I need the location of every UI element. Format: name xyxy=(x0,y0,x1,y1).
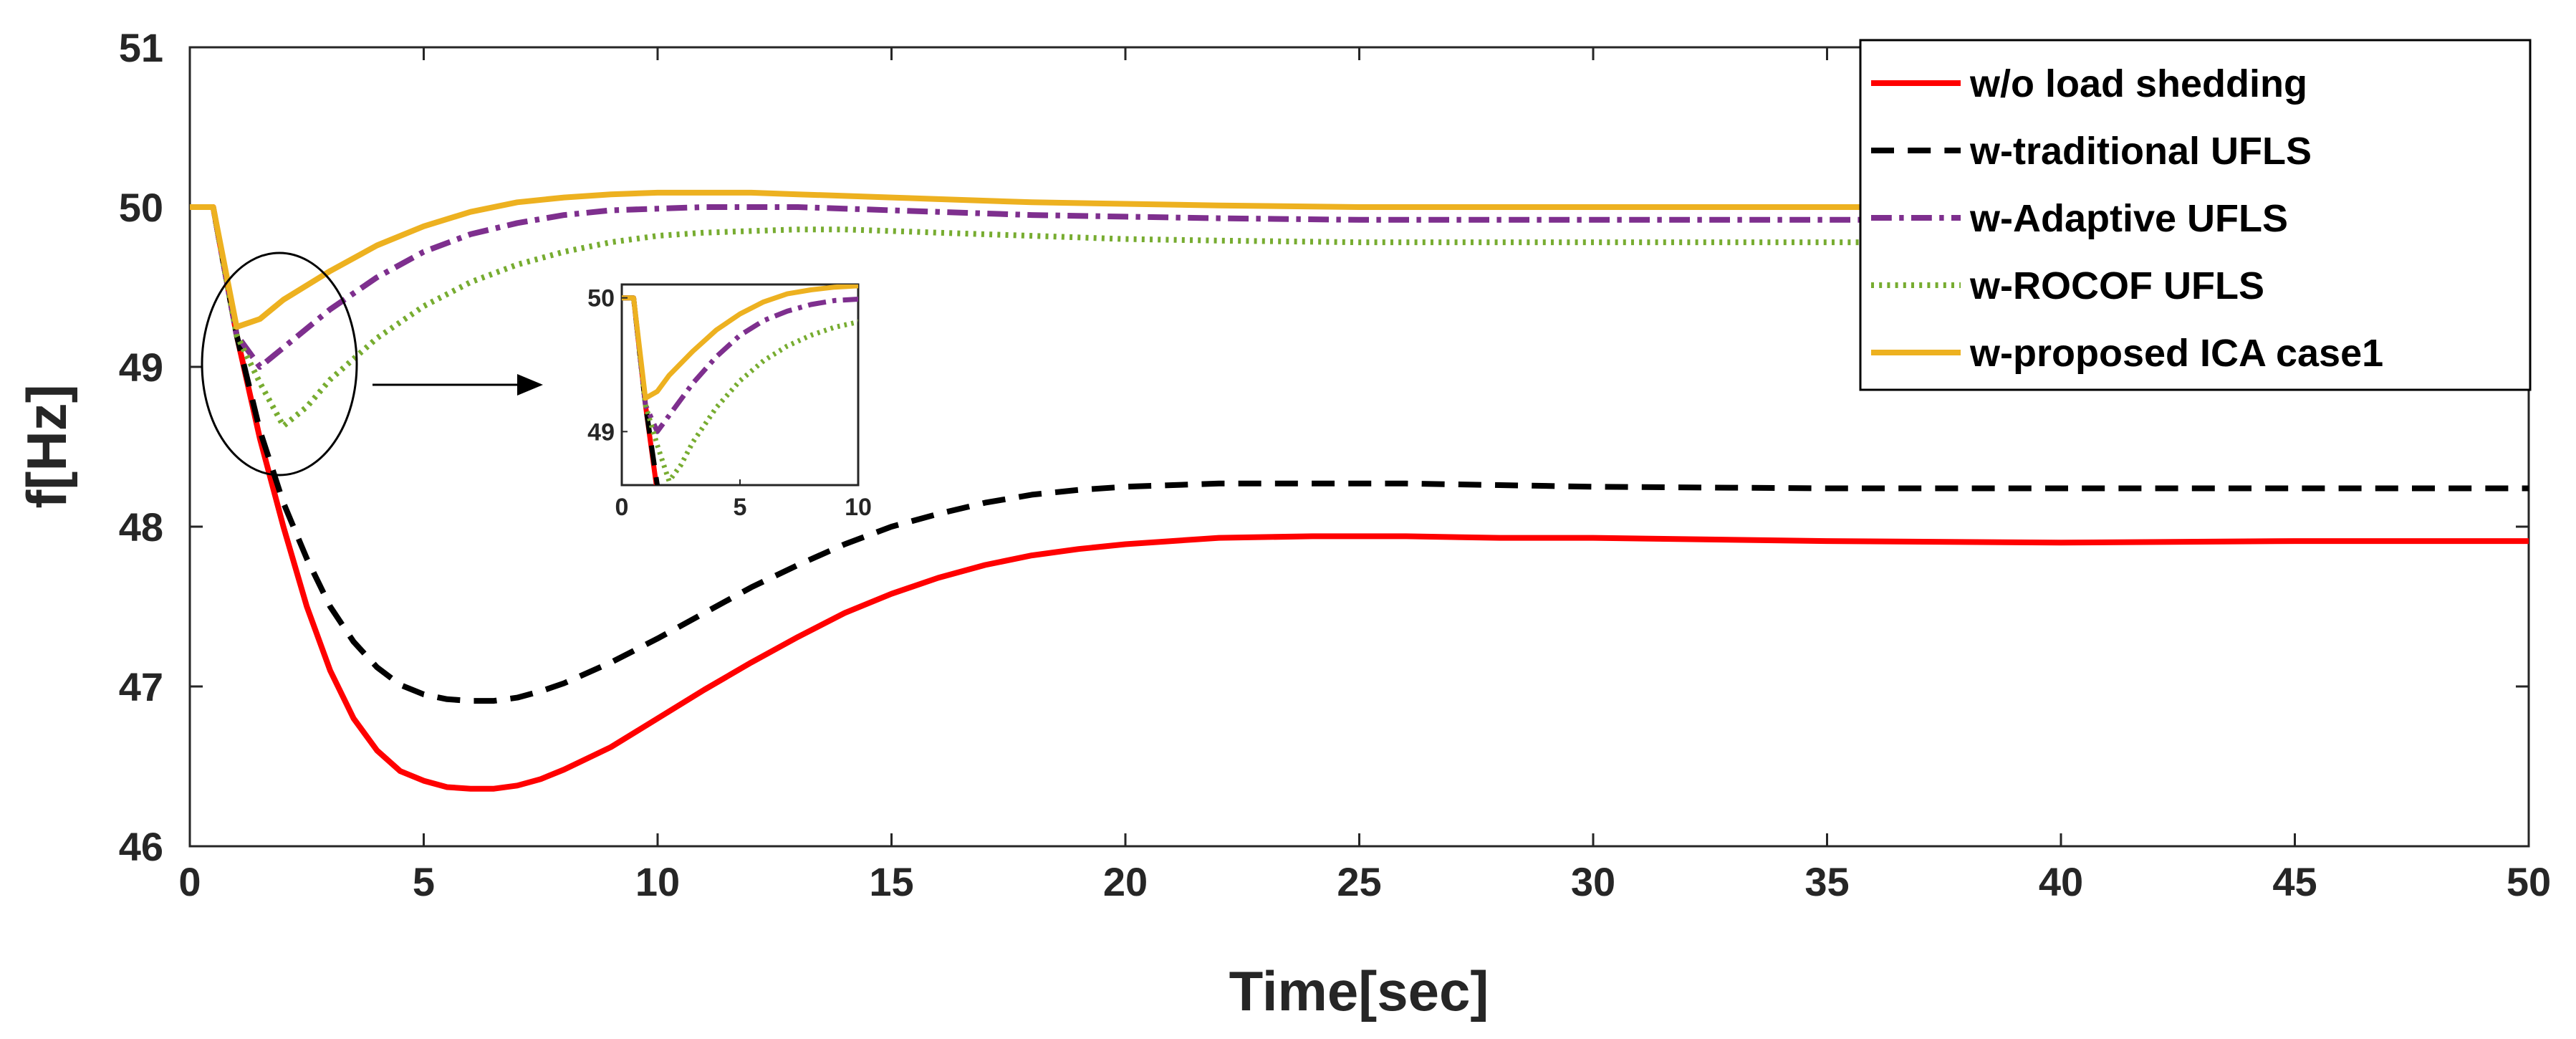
series-line xyxy=(190,204,2529,370)
legend-box xyxy=(1859,39,2532,391)
legend-label: w-traditional UFLS xyxy=(1969,130,2312,173)
zoom-ellipse xyxy=(201,252,358,477)
x-tick-label: 20 xyxy=(1103,859,1148,904)
legend-label: w/o load shedding xyxy=(1969,62,2307,105)
y-tick-label: 49 xyxy=(119,345,163,390)
inset-x-tick-label: 5 xyxy=(734,494,747,521)
inset-series-line xyxy=(622,284,858,401)
y-tick-label: 46 xyxy=(119,824,163,869)
inset-x-tick-label: 10 xyxy=(845,494,872,521)
x-tick-label: 10 xyxy=(635,859,680,904)
x-tick-label: 30 xyxy=(1571,859,1615,904)
y-tick-label: 47 xyxy=(119,664,163,709)
legend-label: w-ROCOF UFLS xyxy=(1969,264,2264,307)
x-tick-label: 25 xyxy=(1337,859,1381,904)
x-tick-label: 50 xyxy=(2507,859,2551,904)
y-tick-label: 51 xyxy=(119,25,163,70)
inset-x-tick-label: 0 xyxy=(615,494,629,521)
x-tick-label: 40 xyxy=(2039,859,2083,904)
legend-label: w-Adaptive UFLS xyxy=(1969,197,2288,240)
x-tick-label: 35 xyxy=(1804,859,1849,904)
x-tick-label: 15 xyxy=(869,859,913,904)
x-tick-label: 5 xyxy=(413,859,435,904)
x-tick-label: 45 xyxy=(2272,859,2317,904)
x-tick-label: 0 xyxy=(178,859,201,904)
legend: w/o load shedding w-traditional UFLS w-Ada… xyxy=(1859,39,2532,391)
y-axis-label: f[Hz] xyxy=(15,384,78,508)
series-line xyxy=(190,204,2529,792)
legend-label: w-proposed ICA case1 xyxy=(1969,332,2383,375)
inset-series-lines xyxy=(622,284,858,485)
series-line xyxy=(190,204,2529,704)
x-axis-ticks: 0 5 10 15 20 25 30 35 40 45 50 xyxy=(178,47,2551,904)
inset-axis-ticks: 0 5 10 49 50 xyxy=(587,285,872,521)
series-line xyxy=(190,189,2529,330)
series-lines xyxy=(190,189,2529,792)
inset-y-tick-label: 49 xyxy=(587,418,615,446)
x-axis-label: Time[sec] xyxy=(1229,959,1489,1023)
inset-y-tick-label: 50 xyxy=(587,285,615,312)
y-tick-label: 48 xyxy=(119,504,163,550)
inset-series-line xyxy=(622,295,858,484)
y-tick-label: 50 xyxy=(119,185,163,230)
inset-plot: 0 5 10 49 50 xyxy=(587,283,872,521)
inset-series-line xyxy=(622,295,858,434)
